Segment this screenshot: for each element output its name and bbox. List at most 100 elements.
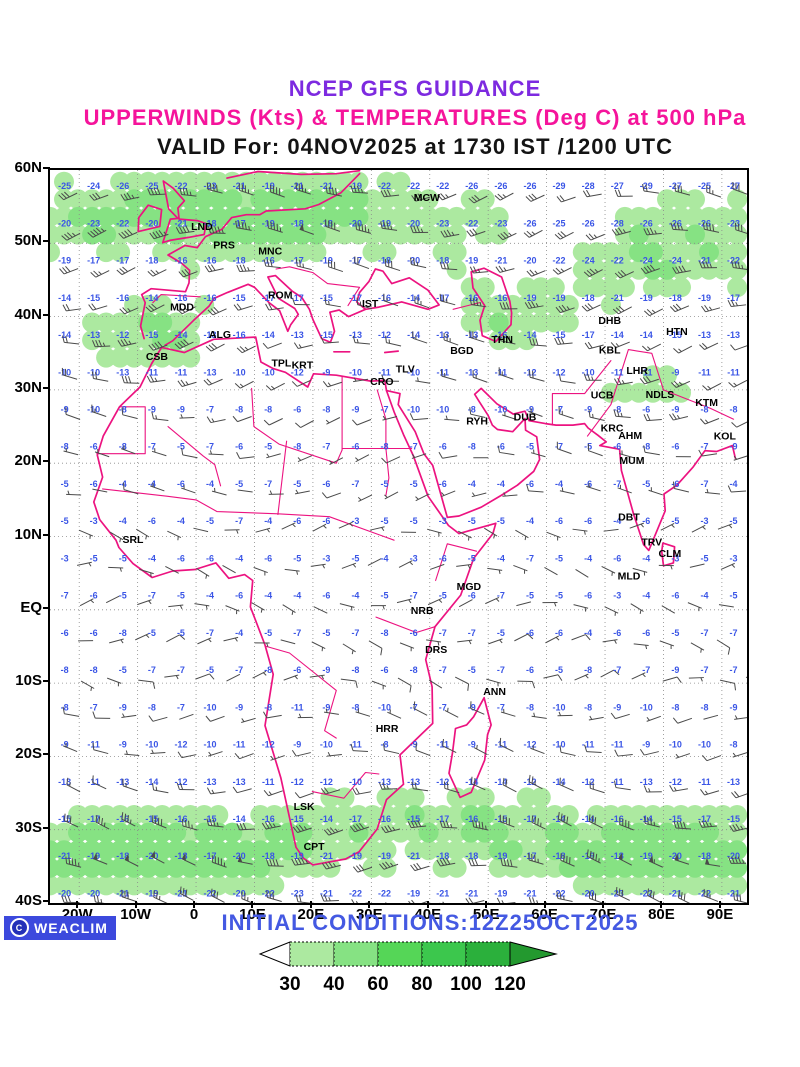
svg-text:-7: -7 xyxy=(351,628,359,638)
svg-text:-9: -9 xyxy=(177,404,185,414)
svg-text:-4: -4 xyxy=(497,479,505,489)
svg-text:-21: -21 xyxy=(174,218,187,228)
svg-text:-3: -3 xyxy=(439,516,447,526)
svg-text:-6: -6 xyxy=(671,442,679,452)
svg-text:-7: -7 xyxy=(206,404,214,414)
svg-text:-6: -6 xyxy=(584,591,592,601)
svg-text:-7: -7 xyxy=(293,628,301,638)
svg-text:-8: -8 xyxy=(264,702,272,712)
svg-text:-7: -7 xyxy=(148,665,156,675)
svg-text:-3: -3 xyxy=(730,553,738,563)
svg-text:-6: -6 xyxy=(671,479,679,489)
svg-text:-13: -13 xyxy=(640,777,653,787)
chart-subtitle: UPPERWINDS (Kts) & TEMPERATURES (Deg C) … xyxy=(83,105,747,130)
svg-text:-17: -17 xyxy=(87,256,100,266)
svg-text:-21: -21 xyxy=(698,256,711,266)
svg-text:-26: -26 xyxy=(116,181,129,191)
svg-text:-4: -4 xyxy=(526,516,534,526)
svg-text:-19: -19 xyxy=(291,851,304,861)
svg-text:-17: -17 xyxy=(204,851,217,861)
svg-text:-6: -6 xyxy=(671,591,679,601)
svg-text:-14: -14 xyxy=(407,293,420,303)
svg-text:-13: -13 xyxy=(58,777,71,787)
svg-text:-27: -27 xyxy=(611,181,624,191)
svg-text:-8: -8 xyxy=(148,702,156,712)
svg-text:-7: -7 xyxy=(148,591,156,601)
svg-text:-5: -5 xyxy=(61,479,69,489)
graticule-grid xyxy=(50,170,747,903)
svg-text:-22: -22 xyxy=(553,888,566,898)
svg-text:-4: -4 xyxy=(730,479,738,489)
svg-text:-11: -11 xyxy=(698,367,711,377)
svg-text:-9: -9 xyxy=(148,404,156,414)
station-label-lsk: LSK xyxy=(294,801,315,813)
svg-text:-7: -7 xyxy=(206,442,214,452)
svg-text:-12: -12 xyxy=(582,777,595,787)
svg-text:-7: -7 xyxy=(555,442,563,452)
svg-text:-14: -14 xyxy=(494,777,507,787)
svg-text:-9: -9 xyxy=(322,665,330,675)
svg-text:-9: -9 xyxy=(468,740,476,750)
svg-text:-22: -22 xyxy=(204,888,217,898)
svg-text:-4: -4 xyxy=(119,516,127,526)
svg-text:-14: -14 xyxy=(145,777,158,787)
legend-segment-2 xyxy=(377,941,423,967)
svg-text:-25: -25 xyxy=(553,218,566,228)
svg-text:-19: -19 xyxy=(320,256,333,266)
svg-text:-6: -6 xyxy=(293,516,301,526)
initial-conditions-text: INITIAL CONDITIONS:12Z25OCT2025 xyxy=(221,910,639,935)
svg-text:-5: -5 xyxy=(61,516,69,526)
lon-label-20e: 20E xyxy=(297,906,325,923)
legend-value-30: 30 xyxy=(279,974,300,995)
svg-text:-10: -10 xyxy=(582,367,595,377)
svg-text:-18: -18 xyxy=(611,851,624,861)
svg-text:-9: -9 xyxy=(322,702,330,712)
svg-text:-8: -8 xyxy=(119,442,127,452)
svg-text:-3: -3 xyxy=(61,553,69,563)
svg-text:-8: -8 xyxy=(468,404,476,414)
lat-tick xyxy=(43,386,50,389)
svg-text:-5: -5 xyxy=(177,442,185,452)
svg-text:-5: -5 xyxy=(410,479,418,489)
svg-text:-18: -18 xyxy=(116,851,129,861)
svg-text:-11: -11 xyxy=(611,740,624,750)
lat-label-20s: 20S xyxy=(15,745,42,763)
station-label-trv: TRV xyxy=(641,536,662,548)
svg-text:-5: -5 xyxy=(497,628,505,638)
station-label-ist: IST xyxy=(362,298,379,310)
svg-text:-5: -5 xyxy=(351,553,359,563)
svg-text:-4: -4 xyxy=(148,479,156,489)
svg-text:-17: -17 xyxy=(582,330,595,340)
svg-text:-8: -8 xyxy=(584,702,592,712)
svg-text:-16: -16 xyxy=(465,293,478,303)
lon-label-10w: 10W xyxy=(120,906,152,923)
svg-text:-5: -5 xyxy=(293,479,301,489)
svg-text:-5: -5 xyxy=(177,628,185,638)
svg-text:-8: -8 xyxy=(468,442,476,452)
svg-text:-18: -18 xyxy=(174,851,187,861)
svg-text:-21: -21 xyxy=(320,851,333,861)
svg-text:-6: -6 xyxy=(322,516,330,526)
lat-tick xyxy=(43,606,50,609)
svg-text:-6: -6 xyxy=(61,628,69,638)
svg-text:-20: -20 xyxy=(727,851,740,861)
svg-text:-21: -21 xyxy=(407,851,420,861)
lon-tick xyxy=(368,901,371,908)
svg-text:-6: -6 xyxy=(293,404,301,414)
svg-text:-19: -19 xyxy=(465,256,478,266)
svg-text:-14: -14 xyxy=(640,814,653,824)
svg-text:-3: -3 xyxy=(351,516,359,526)
lat-tick xyxy=(43,533,50,536)
svg-text:-5: -5 xyxy=(410,516,418,526)
svg-text:-16: -16 xyxy=(116,293,129,303)
svg-text:-17: -17 xyxy=(436,293,449,303)
svg-text:-6: -6 xyxy=(381,665,389,675)
svg-text:-16: -16 xyxy=(204,256,217,266)
svg-text:-6: -6 xyxy=(642,516,650,526)
svg-text:-21: -21 xyxy=(291,181,304,191)
svg-text:-8: -8 xyxy=(730,740,738,750)
svg-text:-10: -10 xyxy=(553,702,566,712)
svg-text:-5: -5 xyxy=(381,516,389,526)
svg-text:-3: -3 xyxy=(90,516,98,526)
